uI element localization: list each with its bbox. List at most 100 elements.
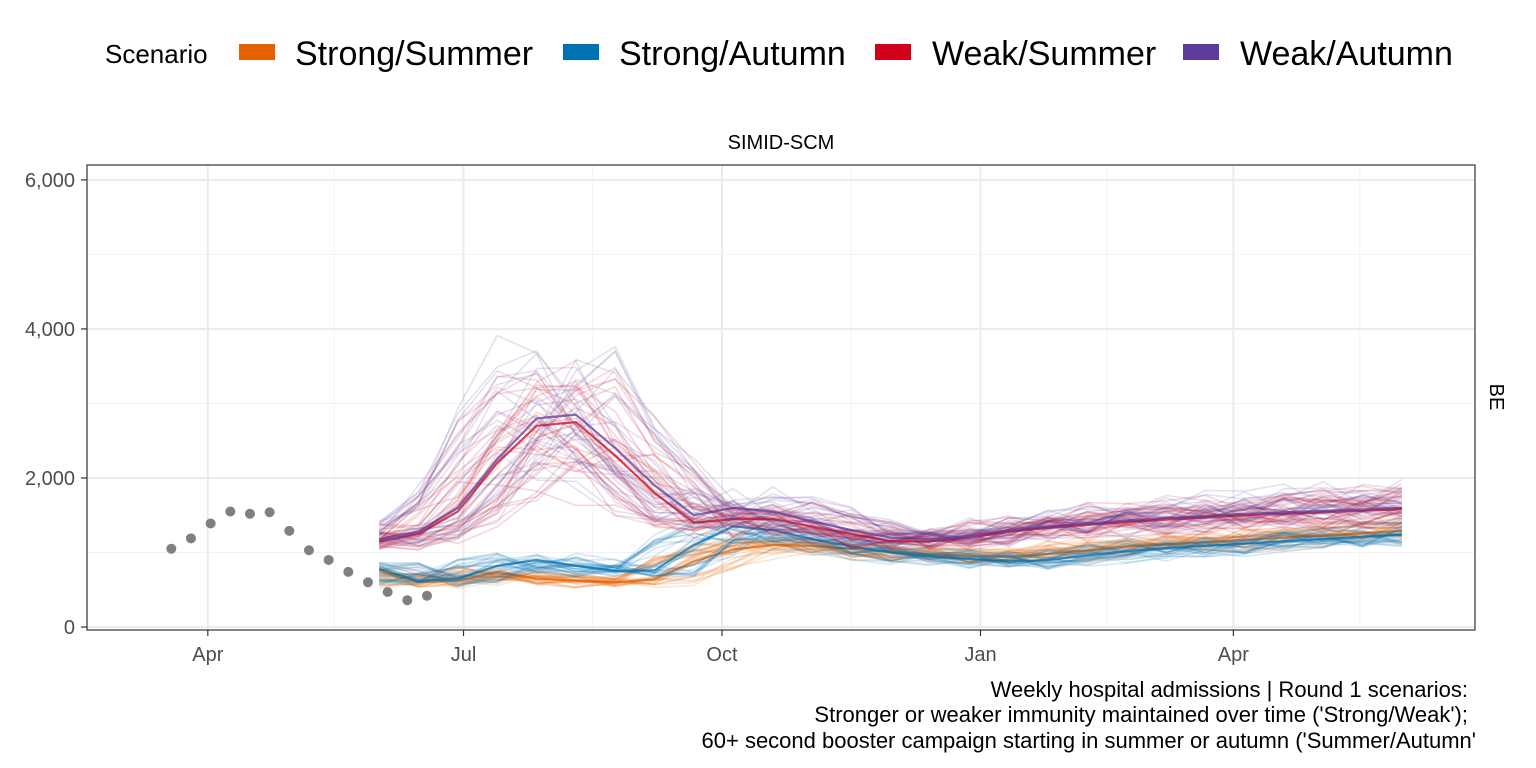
observed-point [323, 554, 334, 565]
trajectory-weak-autumn [378, 334, 1403, 548]
plot-panel-background [87, 165, 1475, 630]
trajectory-weak-summer [379, 395, 1402, 549]
trajectory-weak-summer [379, 432, 1403, 550]
y-axis: 0 2,000 4,000 6,000 [25, 170, 87, 639]
trajectory-strong-summer [378, 529, 1403, 588]
trajectory-strong-autumn [379, 520, 1403, 582]
trajectory-weak-autumn [378, 378, 1402, 548]
observed-point [244, 508, 255, 519]
trajectory-weak-autumn [378, 352, 1403, 547]
legend-key-weak-autumn [1183, 44, 1219, 60]
trajectory-strong-summer [379, 522, 1402, 587]
trajectory-weak-autumn [378, 414, 1402, 537]
trajectory-strong-autumn [379, 526, 1402, 583]
projection-ensemble [378, 334, 1403, 590]
series-line-weak-autumn [378, 413, 1402, 541]
trajectory-weak-summer [378, 410, 1402, 548]
trajectory-weak-summer [379, 388, 1403, 542]
major-gridlines [87, 165, 1475, 630]
facet-title: SIMID-SCM [728, 132, 835, 154]
legend-item-weak-summer: Weak/Summer [875, 35, 1156, 73]
trajectory-strong-autumn [379, 529, 1402, 579]
trajectory-weak-autumn [378, 386, 1403, 547]
legend-item-weak-autumn: Weak/Autumn [1183, 35, 1453, 73]
caption-line-3: 60+ second booster campaign starting in … [702, 728, 1476, 753]
trajectory-strong-summer [379, 530, 1402, 589]
trajectory-strong-autumn [379, 526, 1402, 585]
trajectory-strong-summer [379, 526, 1403, 587]
trajectory-strong-summer [378, 514, 1403, 588]
observed-point [205, 518, 216, 529]
trajectory-weak-autumn [379, 349, 1402, 545]
observed-point [166, 543, 177, 554]
trajectory-weak-autumn [379, 386, 1403, 542]
x-tick-label: Apr [1218, 644, 1249, 666]
trajectory-weak-autumn [378, 409, 1403, 549]
trajectory-strong-summer [378, 518, 1403, 588]
observed-point [303, 545, 314, 556]
trajectory-strong-summer [379, 530, 1402, 586]
trajectory-weak-summer [379, 378, 1402, 549]
legend-label-strong-autumn: Strong/Autumn [619, 35, 846, 73]
trajectory-strong-summer [378, 523, 1402, 588]
observed-points [166, 506, 432, 606]
trajectory-weak-autumn [379, 398, 1403, 541]
trajectory-weak-summer [378, 448, 1403, 545]
trajectory-strong-autumn [379, 517, 1402, 586]
legend-item-strong-autumn: Strong/Autumn [563, 35, 846, 73]
trajectory-weak-autumn [379, 460, 1403, 547]
legend-key-strong-summer [239, 44, 275, 60]
trajectory-weak-autumn [378, 368, 1403, 550]
trajectory-strong-autumn [378, 517, 1403, 583]
observed-point [402, 595, 413, 606]
trajectory-strong-autumn [379, 519, 1403, 585]
trajectory-weak-summer [379, 447, 1402, 547]
minor-gridlines [87, 165, 1475, 630]
trajectory-weak-autumn [378, 372, 1402, 543]
observed-point [264, 507, 275, 518]
trajectory-weak-summer [379, 454, 1403, 550]
observed-point [225, 506, 236, 517]
trajectory-strong-autumn [378, 536, 1402, 586]
trajectory-weak-autumn [379, 461, 1403, 544]
trajectory-strong-autumn [379, 519, 1403, 582]
y-tick-label: 4,000 [25, 319, 75, 341]
trajectory-strong-autumn [379, 519, 1403, 585]
trajectory-strong-autumn [378, 528, 1403, 580]
trajectory-weak-autumn [379, 462, 1403, 546]
trajectory-weak-autumn [378, 441, 1402, 547]
trajectory-weak-autumn [378, 438, 1402, 548]
x-tick-label: Jan [964, 644, 996, 666]
y-tick-label: 6,000 [25, 170, 75, 192]
observed-point [362, 577, 373, 588]
trajectory-strong-summer [378, 518, 1402, 590]
trajectory-weak-autumn [378, 369, 1403, 539]
observed-point [284, 525, 295, 536]
legend-title: Scenario [105, 39, 208, 69]
observed-point [185, 533, 196, 544]
trajectory-strong-autumn [378, 533, 1403, 579]
facet-strip-label: BE [1485, 384, 1507, 411]
trajectory-strong-autumn [379, 527, 1402, 580]
trajectory-weak-autumn [379, 358, 1403, 545]
trajectory-weak-summer [378, 444, 1402, 551]
trajectory-strong-summer [379, 533, 1403, 582]
legend-key-strong-autumn [563, 44, 599, 60]
observed-point [421, 590, 432, 601]
observed-point [382, 586, 393, 597]
trajectory-weak-summer [379, 384, 1403, 548]
x-tick-label: Oct [706, 644, 738, 666]
series-line-weak-summer [378, 420, 1402, 543]
y-tick-label: 2,000 [25, 468, 75, 490]
x-axis: Apr Jul Oct Jan Apr [192, 630, 1249, 666]
trajectory-strong-autumn [379, 531, 1402, 581]
caption-line-1: Weekly hospital admissions | Round 1 sce… [991, 677, 1468, 702]
trajectory-strong-autumn [379, 532, 1403, 584]
trajectory-strong-summer [379, 525, 1403, 588]
trajectory-weak-autumn [378, 369, 1403, 546]
trajectory-weak-autumn [378, 418, 1403, 544]
legend-item-strong-summer: Strong/Summer [239, 35, 533, 73]
trajectory-strong-autumn [379, 529, 1403, 584]
trajectory-weak-summer [379, 481, 1402, 548]
trajectory-strong-summer [379, 526, 1402, 582]
